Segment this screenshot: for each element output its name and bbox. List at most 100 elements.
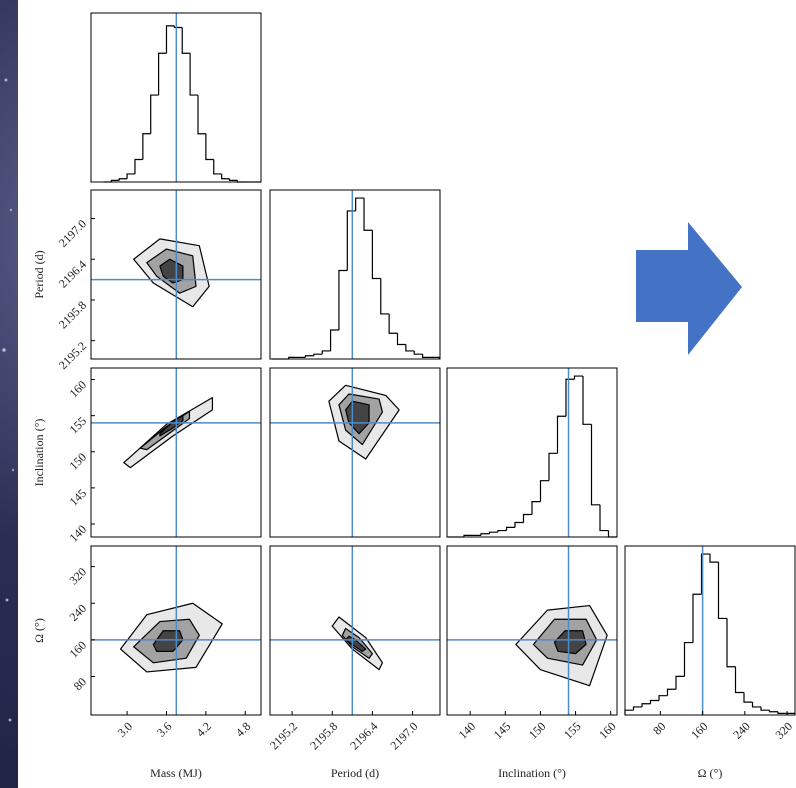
histogram-step — [683, 641, 693, 677]
panel — [446, 367, 618, 538]
histogram-step — [488, 531, 498, 534]
histogram-step — [355, 197, 365, 211]
y-axis-label: Ω (°) — [32, 618, 46, 643]
histogram-step — [777, 711, 787, 714]
y-tick-label: 150 — [66, 450, 89, 473]
x-tick-label: 2196.4 — [347, 719, 380, 752]
histogram-step — [313, 353, 323, 356]
histogram-step — [599, 504, 609, 532]
panel-frame — [269, 367, 441, 538]
star — [1, 347, 7, 353]
star — [4, 78, 8, 82]
star — [8, 718, 12, 722]
x-axis-label: Inclination (°) — [498, 766, 566, 780]
histogram-step — [632, 706, 642, 711]
star — [5, 598, 9, 602]
panel-frame — [90, 545, 262, 716]
histogram-step — [158, 52, 167, 96]
histogram-step — [221, 173, 230, 180]
histogram-step — [329, 329, 339, 351]
y-axis-label: Period (d) — [32, 250, 46, 298]
histogram-step — [388, 313, 398, 334]
histogram-step — [346, 210, 356, 271]
histogram-step — [173, 25, 183, 29]
histogram-step — [734, 666, 744, 694]
y-tick-label: 2195.8 — [56, 298, 89, 331]
histogram-step — [134, 158, 143, 174]
histogram-step — [110, 179, 120, 182]
x-axis-label: Mass (MJ) — [150, 766, 202, 780]
x-tick-label: 160 — [596, 719, 619, 742]
histogram-step — [531, 500, 541, 515]
x-tick-label: 80 — [650, 719, 668, 737]
panel-frame — [624, 545, 796, 716]
x-tick-label: 3.6 — [154, 719, 175, 740]
x-tick-label: 150 — [526, 719, 549, 742]
x-tick-label: 140 — [456, 719, 479, 742]
y-tick-label: 145 — [66, 486, 89, 509]
panel — [90, 12, 262, 183]
x-axis-label: Period (d) — [331, 766, 379, 780]
x-tick-label: 3.0 — [115, 719, 136, 740]
y-tick-label: 155 — [66, 414, 89, 437]
histogram-step — [548, 452, 558, 481]
histogram-step — [709, 554, 719, 563]
histogram-step — [228, 178, 238, 181]
panel-frame — [90, 189, 262, 360]
star — [9, 208, 13, 212]
histogram-step — [556, 415, 566, 454]
histogram-step — [666, 688, 676, 696]
star — [11, 468, 15, 472]
x-tick-label: 2195.8 — [307, 719, 340, 752]
histogram-step — [371, 230, 381, 280]
histogram-step — [421, 354, 431, 358]
histogram-step — [624, 709, 634, 715]
histogram-step — [181, 27, 191, 54]
histogram-step — [514, 521, 524, 528]
y-tick-label: 320 — [66, 565, 89, 588]
histogram-step — [700, 553, 710, 595]
histogram-step — [497, 529, 507, 533]
histogram-step — [150, 94, 159, 134]
panel-frame — [446, 367, 618, 538]
panel: 140 145 150 155 160 Inclination (°) — [32, 367, 262, 545]
x-tick-label: 4.2 — [193, 719, 214, 740]
histogram-step — [573, 375, 583, 380]
histogram-step — [197, 95, 206, 135]
panel: 140 145 150 155 160 Inclination (°) — [446, 545, 619, 780]
histogram-step — [380, 278, 390, 315]
histogram-step — [743, 692, 753, 703]
histogram-step — [430, 356, 440, 359]
y-tick-label: 2196.4 — [56, 257, 89, 290]
histogram-step — [692, 593, 702, 643]
x-tick-label: 145 — [491, 719, 514, 742]
contour-level — [159, 415, 184, 437]
histogram-step — [413, 350, 423, 355]
panel-frame — [90, 12, 262, 183]
y-tick-label: 80 — [71, 675, 89, 693]
panel: 80 160 240 320 Ω (°) — [624, 545, 796, 780]
y-tick-label: 240 — [66, 601, 89, 624]
histogram-step — [590, 424, 600, 506]
x-tick-label: 2195.2 — [267, 719, 300, 752]
histogram-step — [539, 480, 549, 502]
y-tick-label: 2195.2 — [56, 339, 89, 372]
histogram-step — [768, 710, 778, 713]
histogram-step — [480, 533, 490, 536]
histogram-step — [505, 526, 515, 531]
histogram-step — [658, 695, 668, 701]
x-tick-label: 155 — [561, 719, 584, 742]
histogram-step — [165, 25, 175, 54]
histogram-step — [649, 699, 659, 704]
histogram-step — [405, 344, 415, 352]
histogram-step — [189, 53, 198, 96]
histogram-step — [304, 355, 314, 358]
histogram-step — [641, 703, 651, 707]
histogram-step — [288, 356, 298, 359]
histogram-step — [126, 173, 135, 179]
panel-frame — [446, 545, 618, 716]
panel — [269, 189, 441, 360]
